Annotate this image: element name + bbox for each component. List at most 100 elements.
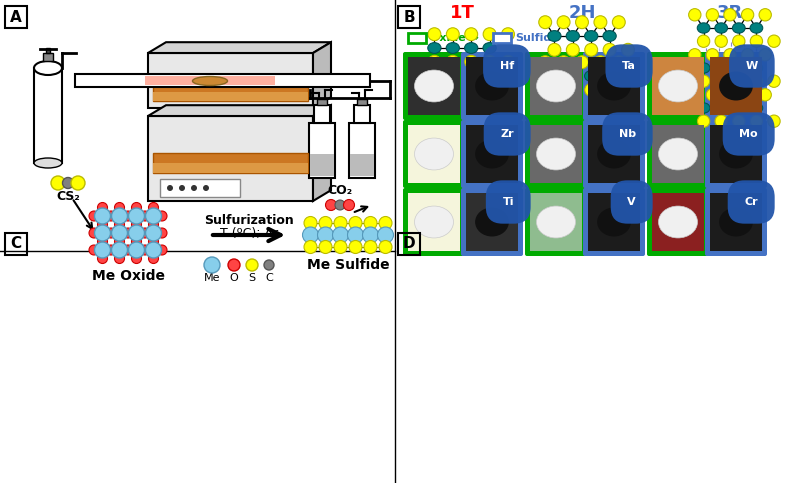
Circle shape — [98, 219, 107, 229]
Circle shape — [768, 35, 780, 47]
Circle shape — [204, 257, 220, 273]
Circle shape — [585, 43, 598, 56]
Polygon shape — [148, 105, 331, 116]
Circle shape — [364, 216, 377, 229]
Ellipse shape — [715, 23, 727, 33]
Text: D: D — [402, 237, 415, 252]
Text: Oxide →: Oxide → — [430, 33, 479, 43]
Bar — [309, 123, 335, 178]
Circle shape — [594, 56, 607, 69]
Bar — [588, 57, 640, 115]
Circle shape — [335, 200, 345, 210]
Circle shape — [167, 185, 173, 191]
Circle shape — [465, 28, 478, 41]
Bar — [398, 233, 420, 255]
Circle shape — [51, 176, 65, 190]
Circle shape — [343, 199, 354, 211]
Circle shape — [483, 28, 496, 41]
Circle shape — [446, 56, 459, 68]
Ellipse shape — [537, 206, 575, 238]
Bar — [310, 154, 334, 176]
Circle shape — [140, 228, 150, 238]
Circle shape — [98, 202, 107, 213]
Circle shape — [724, 89, 736, 101]
Text: 3R: 3R — [717, 4, 743, 22]
Circle shape — [706, 49, 718, 61]
Bar — [466, 57, 518, 115]
Circle shape — [71, 176, 85, 190]
Circle shape — [157, 245, 167, 255]
Circle shape — [689, 49, 701, 61]
Bar — [354, 105, 370, 123]
Circle shape — [750, 75, 762, 87]
Ellipse shape — [537, 138, 575, 170]
Circle shape — [89, 211, 99, 221]
Ellipse shape — [585, 30, 598, 42]
Ellipse shape — [597, 140, 631, 169]
Circle shape — [98, 237, 107, 246]
Bar — [153, 163, 308, 173]
Bar — [349, 123, 375, 178]
Circle shape — [191, 185, 197, 191]
Bar — [408, 193, 460, 251]
Circle shape — [698, 35, 710, 47]
Circle shape — [594, 16, 607, 28]
Text: CO₂: CO₂ — [327, 185, 353, 198]
Ellipse shape — [585, 71, 598, 81]
Circle shape — [349, 216, 362, 229]
Circle shape — [768, 115, 780, 128]
Text: Me Oxide: Me Oxide — [91, 269, 165, 283]
Bar — [5, 6, 27, 28]
Text: Sulfide: Sulfide — [515, 33, 558, 43]
Bar — [652, 125, 704, 183]
Bar — [160, 179, 240, 197]
Circle shape — [575, 56, 589, 69]
Circle shape — [715, 115, 727, 128]
Circle shape — [129, 225, 145, 241]
Bar — [350, 154, 374, 176]
Bar — [148, 116, 313, 201]
FancyBboxPatch shape — [647, 120, 709, 188]
Ellipse shape — [733, 63, 745, 73]
Circle shape — [62, 177, 74, 188]
Circle shape — [347, 227, 363, 243]
Text: Sulfurization: Sulfurization — [204, 214, 294, 227]
Bar — [466, 193, 518, 251]
Ellipse shape — [719, 71, 753, 100]
Circle shape — [698, 115, 710, 128]
Ellipse shape — [34, 61, 62, 75]
Bar — [408, 33, 426, 43]
Bar — [530, 125, 582, 183]
Circle shape — [111, 208, 127, 224]
Text: W: W — [746, 61, 758, 71]
Bar — [153, 153, 308, 173]
Circle shape — [106, 245, 116, 255]
Circle shape — [689, 9, 701, 21]
Bar — [530, 193, 582, 251]
Circle shape — [146, 242, 162, 258]
Circle shape — [557, 16, 570, 28]
Circle shape — [428, 56, 441, 68]
Polygon shape — [148, 42, 331, 53]
Ellipse shape — [715, 103, 727, 113]
Circle shape — [114, 219, 125, 229]
Circle shape — [146, 225, 162, 241]
Circle shape — [742, 9, 754, 21]
FancyBboxPatch shape — [583, 188, 645, 256]
Ellipse shape — [414, 206, 454, 238]
Ellipse shape — [698, 103, 710, 113]
Text: 2H: 2H — [568, 4, 596, 22]
Ellipse shape — [698, 63, 710, 73]
Bar — [652, 57, 704, 115]
FancyBboxPatch shape — [461, 188, 523, 256]
FancyBboxPatch shape — [403, 120, 465, 188]
Ellipse shape — [750, 23, 762, 33]
Circle shape — [131, 254, 142, 264]
Circle shape — [129, 208, 145, 224]
Bar — [145, 76, 275, 85]
Circle shape — [264, 260, 274, 270]
Ellipse shape — [603, 71, 616, 81]
FancyBboxPatch shape — [647, 52, 709, 120]
Text: O: O — [230, 273, 238, 283]
Circle shape — [114, 254, 125, 264]
